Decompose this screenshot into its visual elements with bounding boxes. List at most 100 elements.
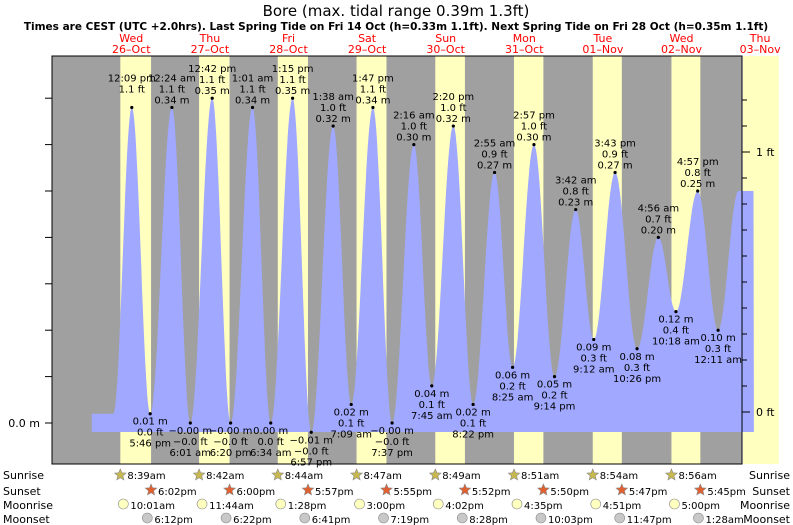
tide-point	[371, 105, 375, 110]
tide-point	[430, 384, 434, 388]
tide-time-label: 1:47 pm	[352, 73, 394, 84]
tide-point	[349, 402, 353, 407]
tide-point	[592, 337, 596, 342]
tide-point	[613, 170, 617, 175]
tide-height-m-label: 0.30 m	[516, 133, 551, 144]
moonset-time: 8:28pm	[469, 515, 508, 525]
tide-height-ft-label: 0.9 ft	[602, 149, 628, 160]
tide-point	[130, 105, 134, 110]
chart-subtitle: Times are CEST (UTC +2.0hrs). Last Sprin…	[24, 21, 768, 33]
tide-time-label: 7:37 pm	[371, 448, 413, 459]
sunset-time: 5:50pm	[550, 487, 589, 498]
moonset-time: 6:22pm	[233, 515, 272, 525]
tide-height-ft-label: −0.0 ft	[294, 446, 329, 457]
tide-height-m-label: 0.20 m	[641, 225, 676, 236]
moonset-row-label: Moonset	[3, 513, 50, 525]
sunrise-time: 8:39am	[127, 471, 165, 482]
tide-height-ft-label: −0.0 ft	[375, 437, 410, 448]
moonrise-time: 4:51pm	[603, 501, 642, 512]
sunset-time: 5:55pm	[393, 487, 432, 498]
tide-height-m-label: 0.09 m	[576, 342, 611, 353]
sunrise-icon	[192, 468, 206, 481]
tide-point	[451, 124, 455, 128]
moonrise-row-label: Moonrise	[3, 499, 53, 512]
tide-time-label: 12:24 am	[148, 73, 196, 84]
sunset-icon	[380, 483, 393, 496]
sunset-time: 5:47pm	[629, 487, 668, 498]
day-label-dow: Sun	[435, 32, 456, 45]
sunset-time: 6:02pm	[158, 487, 197, 498]
right-axis-1ft-label: 1 ft	[756, 146, 775, 159]
tide-height-m-label: 0.34 m	[235, 95, 270, 106]
tide-height-m-label: 0.27 m	[597, 160, 632, 171]
moonset-icon	[535, 512, 547, 524]
chart-title: Bore (max. tidal range 0.39m 1.3ft)	[263, 2, 530, 20]
tide-height-ft-label: −0.0 ft	[173, 437, 208, 448]
sunset-icon	[144, 483, 158, 496]
tide-point	[412, 143, 416, 147]
tide-height-m-label: 0.02 m	[456, 407, 491, 418]
sunset-row-label: Sunset	[3, 485, 41, 498]
sunset-icon	[615, 483, 629, 496]
tide-height-ft-label: 1.1 ft	[360, 84, 386, 95]
tide-point	[696, 189, 700, 193]
day-headers: Wed26–OctThu27–OctFri28–OctSat29–OctSun3…	[112, 32, 781, 56]
tide-height-m-label: −0.00 m	[209, 426, 253, 437]
plot-frame	[51, 55, 743, 465]
moonset-icon	[693, 512, 704, 524]
tide-height-ft-label: 0.3 ft	[624, 363, 650, 374]
tide-point	[210, 96, 214, 100]
tide-time-label: 1:01 am	[232, 73, 274, 84]
tide-point	[635, 347, 639, 351]
tide-height-ft-label: 1.0 ft	[521, 122, 547, 133]
sunrise-row-label-right: Sunrise	[749, 469, 790, 482]
day-label-date: 28–Oct	[269, 43, 308, 56]
sunset-time: 6:00pm	[237, 487, 276, 498]
tide-height-m-label: 0.27 m	[477, 160, 512, 171]
tide-time-label: 1:38 am	[312, 92, 354, 103]
moonrise-icon	[590, 498, 602, 510]
sunset-icon	[693, 483, 707, 496]
tide-height-ft-label: 0.3 ft	[581, 353, 607, 364]
tide-time-label: 9:14 pm	[534, 402, 576, 413]
tide-height-ft-label: 0.7 ft	[645, 214, 671, 225]
tide-time-label: 5:46 pm	[129, 439, 171, 450]
tide-height-m-label: 0.05 m	[537, 380, 572, 391]
tide-time-label: 12:42 pm	[188, 64, 236, 75]
tide-time-label: 1:15 pm	[272, 64, 314, 75]
moonset-icon	[220, 512, 232, 524]
moonrise-icon	[432, 498, 444, 510]
tide-point	[656, 235, 660, 239]
sunset-icon	[301, 483, 315, 496]
sunrise-time: 8:47am	[364, 471, 402, 482]
tide-height-m-label: 0.01 m	[133, 417, 168, 428]
moonrise-time: 4:35pm	[524, 501, 563, 512]
tide-height-m-label: 0.35 m	[195, 86, 230, 97]
tide-time-label: 8:25 am	[492, 392, 534, 403]
day-label-date: 27–Oct	[191, 43, 230, 56]
tide-height-m-label: 0.06 m	[495, 370, 530, 381]
day-label-dow: Thu	[749, 32, 771, 45]
tide-height-ft-label: 0.9 ft	[481, 149, 507, 160]
sunset-icon	[458, 483, 472, 496]
moonset-icon	[299, 512, 311, 524]
tide-height-m-label: 0.12 m	[658, 315, 693, 326]
tide-height-ft-label: 1.0 ft	[401, 122, 427, 133]
tide-point	[250, 105, 255, 110]
moonset-icon	[614, 512, 626, 524]
row-labels-left: Sunrise Sunset Moonrise Moonset	[3, 469, 53, 525]
tide-height-m-label: 0.08 m	[619, 352, 654, 363]
moonrise-time: 11:44am	[209, 501, 254, 512]
tide-time-label: 10:18 am	[652, 337, 700, 348]
tide-time-label: 9:12 am	[573, 364, 615, 375]
tide-point	[674, 310, 678, 314]
tide-height-ft-label: 0.2 ft	[499, 381, 525, 392]
moonset-icon	[456, 512, 468, 524]
moonrise-icon	[118, 498, 129, 510]
tide-height-m-label: 0.00 m	[253, 426, 288, 437]
tide-time-label: 2:20 pm	[432, 92, 474, 103]
tide-height-ft-label: 1.0 ft	[440, 103, 466, 114]
left-axis: 0.0 m	[8, 97, 52, 430]
